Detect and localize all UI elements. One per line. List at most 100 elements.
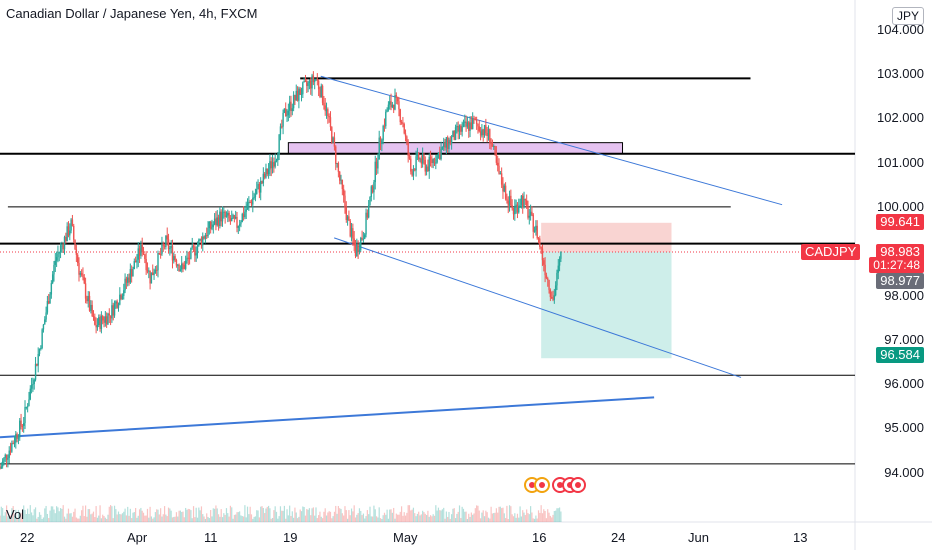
- volume-bar: [499, 506, 501, 522]
- volume-bar: [217, 514, 220, 522]
- candle-body: [416, 152, 419, 157]
- volume-bar: [314, 515, 316, 522]
- volume-bar: [344, 506, 346, 522]
- candle-body: [44, 319, 46, 325]
- volume-bar: [179, 510, 181, 522]
- candle-body: [524, 198, 527, 201]
- volume-bar: [170, 510, 172, 522]
- currency-button[interactable]: JPY: [891, 7, 924, 25]
- volume-bar: [252, 518, 254, 522]
- candle-body: [295, 90, 297, 101]
- volume-bar: [358, 508, 361, 522]
- volume-bar: [173, 516, 175, 522]
- volume-bar: [318, 515, 320, 522]
- volume-bar: [65, 518, 67, 522]
- candle-body: [527, 205, 529, 218]
- volume-bar: [36, 518, 38, 522]
- candle-body: [82, 274, 84, 278]
- candle-body: [481, 129, 483, 136]
- candle-body: [365, 212, 367, 235]
- candle-body: [212, 224, 214, 228]
- volume-bar: [303, 507, 305, 522]
- volume-bar: [295, 512, 297, 522]
- candle-body: [262, 173, 265, 184]
- candle-body: [381, 140, 383, 144]
- volume-bar: [108, 506, 110, 522]
- candle-body: [187, 257, 189, 259]
- volume-bar: [107, 514, 109, 522]
- volume-bar: [366, 510, 368, 522]
- candle-body: [211, 227, 213, 229]
- candle-body: [213, 218, 216, 225]
- candle-body: [378, 137, 380, 160]
- candle-body: [324, 105, 326, 112]
- candle-body: [466, 122, 469, 127]
- volume-bar: [112, 518, 114, 522]
- candle-body: [512, 208, 515, 215]
- candle-body: [144, 254, 146, 259]
- last-price-tag: 98.983: [876, 244, 924, 260]
- volume-bar: [341, 513, 343, 522]
- volume-bar: [11, 508, 13, 522]
- volume-bar: [161, 516, 163, 522]
- volume-bar: [0, 506, 2, 522]
- volume-bar: [331, 518, 333, 522]
- candle-body: [296, 90, 299, 101]
- volume-bar: [34, 507, 37, 522]
- volume-bar: [398, 514, 400, 522]
- candle-body: [349, 220, 351, 237]
- volume-bar: [400, 506, 403, 522]
- volume-bar: [385, 514, 387, 522]
- volume-bar: [512, 516, 515, 522]
- candle-body: [403, 124, 405, 134]
- candle-body: [134, 261, 137, 263]
- volume-bar: [66, 513, 68, 522]
- candle-body: [186, 257, 188, 261]
- volume-bar: [223, 513, 225, 522]
- candle-body: [489, 129, 491, 143]
- volume-bar: [135, 507, 137, 522]
- volume-bar: [275, 511, 278, 522]
- candle-body: [344, 195, 346, 208]
- volume-bar: [95, 506, 97, 522]
- volume-bar: [454, 518, 457, 522]
- candle-body: [16, 434, 18, 439]
- candle-body: [560, 251, 562, 259]
- volume-bar: [227, 513, 229, 522]
- volume-bar: [373, 505, 375, 522]
- volume-bar: [90, 514, 92, 522]
- candle-body: [257, 184, 259, 190]
- volume-bar: [175, 512, 178, 522]
- y-tick-label: 103.000: [877, 66, 924, 81]
- canada-flag-event-dot: [529, 482, 535, 488]
- candle-body: [339, 171, 341, 181]
- volume-bar: [387, 518, 390, 522]
- volume-bar: [347, 518, 349, 522]
- candle-body: [317, 80, 320, 90]
- volume-bar: [88, 509, 91, 522]
- candle-body: [497, 162, 499, 166]
- volume-bar: [494, 512, 496, 522]
- candle-body: [353, 238, 355, 246]
- candle-body: [400, 122, 403, 124]
- volume-bar: [541, 513, 544, 522]
- candle-body: [533, 230, 536, 232]
- candle-body: [111, 305, 113, 319]
- volume-bar: [308, 508, 311, 522]
- volume-bar: [117, 511, 120, 522]
- volume-bar: [299, 509, 301, 522]
- candle-body: [229, 218, 232, 222]
- volume-bar: [165, 514, 167, 522]
- candle-body: [261, 181, 263, 184]
- candle-body: [292, 94, 295, 109]
- volume-bar: [360, 510, 362, 522]
- candle-body: [340, 179, 342, 181]
- volume-bar: [270, 518, 272, 522]
- volume-bar: [231, 507, 233, 522]
- candle-body: [29, 388, 31, 400]
- candle-body: [374, 161, 376, 183]
- volume-bar: [200, 506, 203, 522]
- candle-body: [352, 228, 354, 239]
